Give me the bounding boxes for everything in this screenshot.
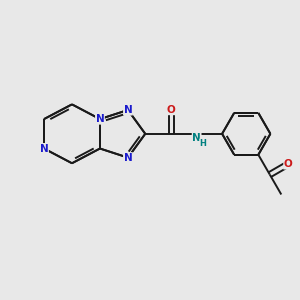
Text: N: N <box>124 105 132 115</box>
Text: H: H <box>200 139 207 148</box>
Text: N: N <box>40 143 48 154</box>
Text: O: O <box>284 159 292 169</box>
Text: O: O <box>167 105 176 115</box>
Text: N: N <box>96 114 104 124</box>
Text: N: N <box>192 133 201 142</box>
Text: N: N <box>124 153 132 163</box>
